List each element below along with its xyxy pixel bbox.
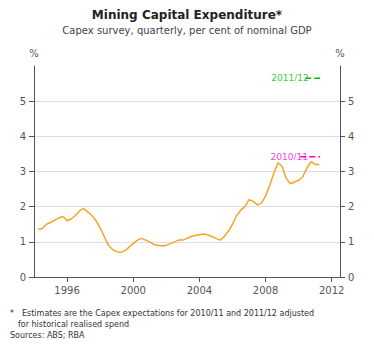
svg-text:2012: 2012: [319, 285, 344, 296]
svg-text:3: 3: [20, 166, 26, 177]
svg-text:2: 2: [20, 201, 26, 212]
svg-text:2: 2: [348, 201, 354, 212]
svg-text:4: 4: [20, 131, 26, 142]
svg-text:0: 0: [20, 272, 26, 283]
svg-text:Sources: ABS; RBA: Sources: ABS; RBA: [10, 331, 85, 340]
svg-text:4: 4: [348, 131, 354, 142]
svg-text:Capex survey, quarterly, per c: Capex survey, quarterly, per cent of nom…: [62, 25, 311, 36]
svg-text:1996: 1996: [54, 285, 79, 296]
svg-text:* Estimates are the Capex expe: * Estimates are the Capex expectations f…: [10, 309, 314, 318]
svg-text:for historical realised spend: for historical realised spend: [10, 320, 129, 329]
svg-text:0: 0: [348, 272, 354, 283]
svg-text:%: %: [29, 48, 39, 59]
svg-text:2000: 2000: [121, 285, 146, 296]
svg-text:%: %: [335, 48, 345, 59]
svg-text:2010/11: 2010/11: [271, 152, 308, 162]
svg-text:2004: 2004: [187, 285, 212, 296]
svg-text:Mining Capital Expenditure*: Mining Capital Expenditure*: [92, 8, 283, 22]
svg-text:2011/12: 2011/12: [271, 73, 308, 83]
svg-text:1: 1: [20, 236, 26, 247]
svg-text:2008: 2008: [253, 285, 278, 296]
svg-text:3: 3: [348, 166, 354, 177]
svg-text:5: 5: [348, 96, 354, 107]
svg-text:1: 1: [348, 236, 354, 247]
svg-text:5: 5: [20, 96, 26, 107]
